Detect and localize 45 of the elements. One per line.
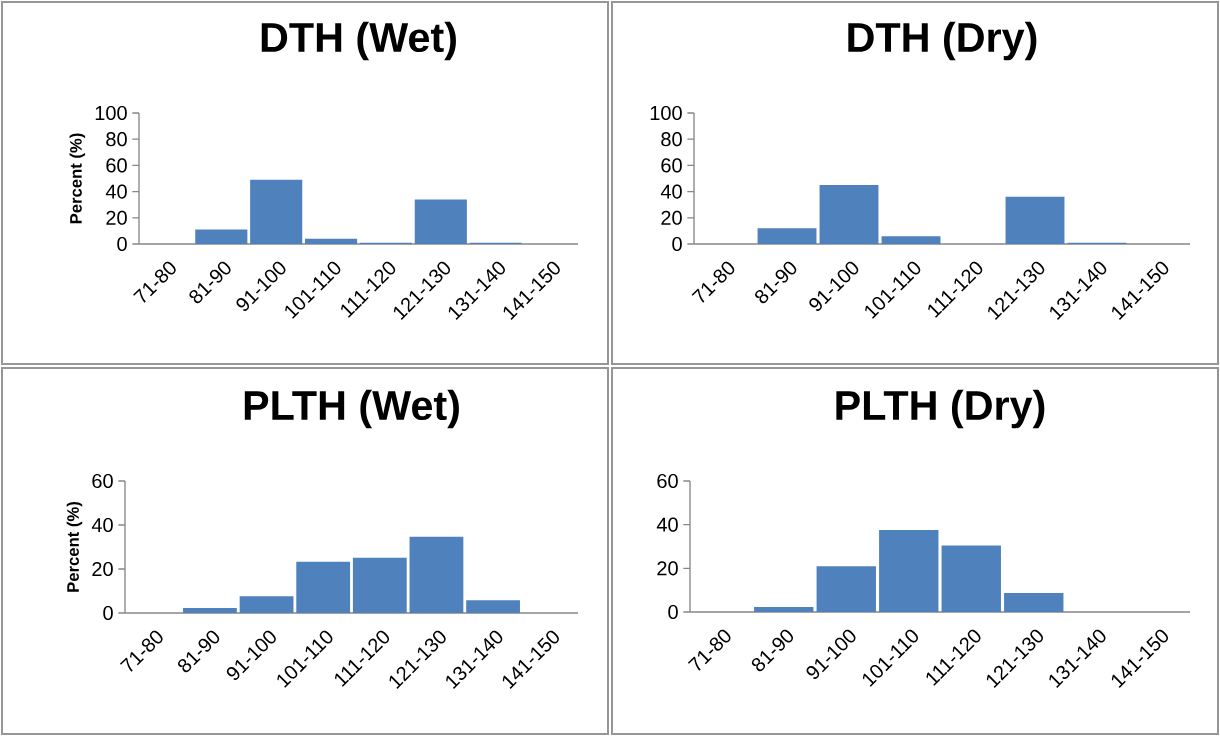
bar	[941, 545, 1001, 612]
y-tick-label: 80	[106, 132, 127, 147]
y-tick-label: 0	[672, 236, 682, 252]
y-tick-label: 60	[92, 473, 113, 489]
y-tick-label: 0	[668, 604, 678, 620]
chart-title: DTH (Dry)	[848, 21, 1037, 61]
bar	[239, 596, 294, 613]
y-tick-label: 100	[95, 105, 127, 121]
y-tick-label: 60	[657, 473, 678, 489]
y-tick-label: 40	[91, 517, 113, 533]
bar	[195, 229, 248, 244]
y-tick-label: 20	[661, 210, 682, 225]
chart-title: DTH (Wet)	[261, 21, 456, 61]
bar	[1005, 196, 1065, 244]
y-tick-label: 60	[106, 158, 127, 173]
bar	[414, 199, 467, 244]
bar	[352, 557, 407, 613]
y-axis-title: Percent (%)	[69, 133, 86, 224]
bar	[409, 536, 464, 613]
y-axis-title: Percent (%)	[66, 502, 83, 592]
bar	[819, 185, 879, 244]
y-tick-label: 20	[657, 561, 678, 576]
bar	[296, 561, 351, 613]
bar	[250, 179, 303, 244]
y-tick-label: 40	[660, 184, 682, 199]
chart-title: PLTH (Dry)	[836, 389, 1045, 429]
y-tick-label: 20	[92, 561, 113, 577]
y-tick-label: 20	[106, 210, 127, 225]
bar	[881, 236, 941, 244]
bar	[466, 600, 520, 613]
bar	[183, 607, 237, 613]
y-tick-label: 100	[650, 105, 682, 121]
y-tick-label: 40	[656, 517, 678, 532]
bar	[879, 529, 939, 612]
bar	[754, 606, 814, 612]
bar	[305, 238, 358, 244]
bar	[1004, 593, 1064, 612]
bar	[757, 228, 817, 244]
y-tick-label: 0	[117, 236, 127, 252]
y-tick-label: 80	[661, 132, 682, 147]
y-tick-label: 0	[103, 605, 113, 621]
y-tick-label: 60	[661, 158, 682, 173]
bar	[816, 566, 876, 612]
chart-title: PLTH (Wet)	[244, 389, 459, 429]
y-tick-label: 40	[105, 184, 127, 199]
